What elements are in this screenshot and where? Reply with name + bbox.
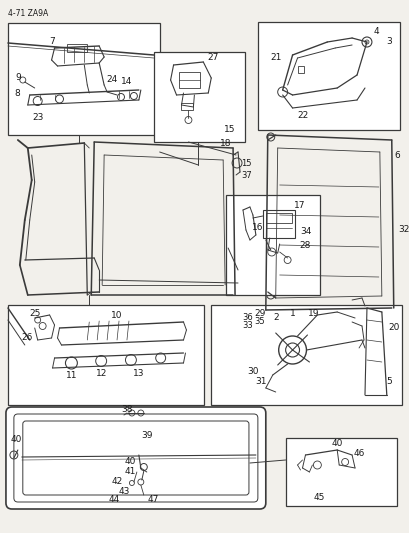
Text: 29: 29 xyxy=(254,309,265,318)
Bar xyxy=(67,44,87,52)
Text: 40: 40 xyxy=(331,439,342,448)
Bar xyxy=(153,52,244,142)
Text: 4: 4 xyxy=(372,28,378,36)
FancyBboxPatch shape xyxy=(6,407,265,509)
Text: 9: 9 xyxy=(15,74,21,83)
Text: 26: 26 xyxy=(21,333,32,342)
Text: 2: 2 xyxy=(272,312,278,321)
Text: 34: 34 xyxy=(299,228,310,237)
Text: 4-71 ZA9A: 4-71 ZA9A xyxy=(8,10,48,19)
Text: 36: 36 xyxy=(242,312,253,321)
Text: 12: 12 xyxy=(95,369,107,378)
Text: 11: 11 xyxy=(65,372,77,381)
Bar xyxy=(181,103,193,110)
Text: 20: 20 xyxy=(387,324,398,333)
Text: 40: 40 xyxy=(10,435,22,445)
Bar xyxy=(178,72,200,88)
Text: 38: 38 xyxy=(121,406,133,415)
Text: 24: 24 xyxy=(106,76,117,85)
Text: 14: 14 xyxy=(121,77,133,86)
Bar xyxy=(262,210,294,238)
Text: 25: 25 xyxy=(29,309,40,318)
Bar xyxy=(265,213,291,223)
Bar xyxy=(285,438,396,506)
Text: 45: 45 xyxy=(313,494,324,503)
Text: 18: 18 xyxy=(220,140,231,149)
Text: 21: 21 xyxy=(270,53,281,62)
Text: 27: 27 xyxy=(207,53,218,62)
Text: 35: 35 xyxy=(254,318,265,327)
Text: 7: 7 xyxy=(49,36,55,45)
Text: 40: 40 xyxy=(124,457,135,466)
Text: 23: 23 xyxy=(32,114,43,123)
Text: 43: 43 xyxy=(118,487,129,496)
Text: 37: 37 xyxy=(241,171,252,180)
Text: 1: 1 xyxy=(289,309,295,318)
Text: 41: 41 xyxy=(124,467,135,477)
Bar xyxy=(211,305,401,405)
Text: 5: 5 xyxy=(385,377,391,386)
Text: 46: 46 xyxy=(353,448,364,457)
Text: 32: 32 xyxy=(397,225,408,235)
Text: 15: 15 xyxy=(224,125,235,134)
Bar xyxy=(226,195,319,295)
Text: 39: 39 xyxy=(141,431,152,440)
Text: 6: 6 xyxy=(394,150,400,159)
Bar xyxy=(8,23,159,135)
Text: 19: 19 xyxy=(307,310,318,319)
Text: 13: 13 xyxy=(133,368,144,377)
Text: 10: 10 xyxy=(111,311,122,320)
Bar xyxy=(8,305,204,405)
Text: 31: 31 xyxy=(254,377,266,386)
Text: 17: 17 xyxy=(293,200,305,209)
Text: 22: 22 xyxy=(296,111,308,120)
Bar xyxy=(297,66,304,73)
Text: 16: 16 xyxy=(252,223,263,232)
Text: 30: 30 xyxy=(247,367,258,376)
Text: 8: 8 xyxy=(14,90,20,99)
Text: 42: 42 xyxy=(111,478,122,487)
Text: 47: 47 xyxy=(148,496,159,505)
Text: 44: 44 xyxy=(108,496,119,505)
Text: 28: 28 xyxy=(299,240,310,249)
Text: 15: 15 xyxy=(240,158,251,167)
Text: 33: 33 xyxy=(242,321,253,330)
Bar xyxy=(257,22,399,130)
Text: 3: 3 xyxy=(385,37,391,46)
